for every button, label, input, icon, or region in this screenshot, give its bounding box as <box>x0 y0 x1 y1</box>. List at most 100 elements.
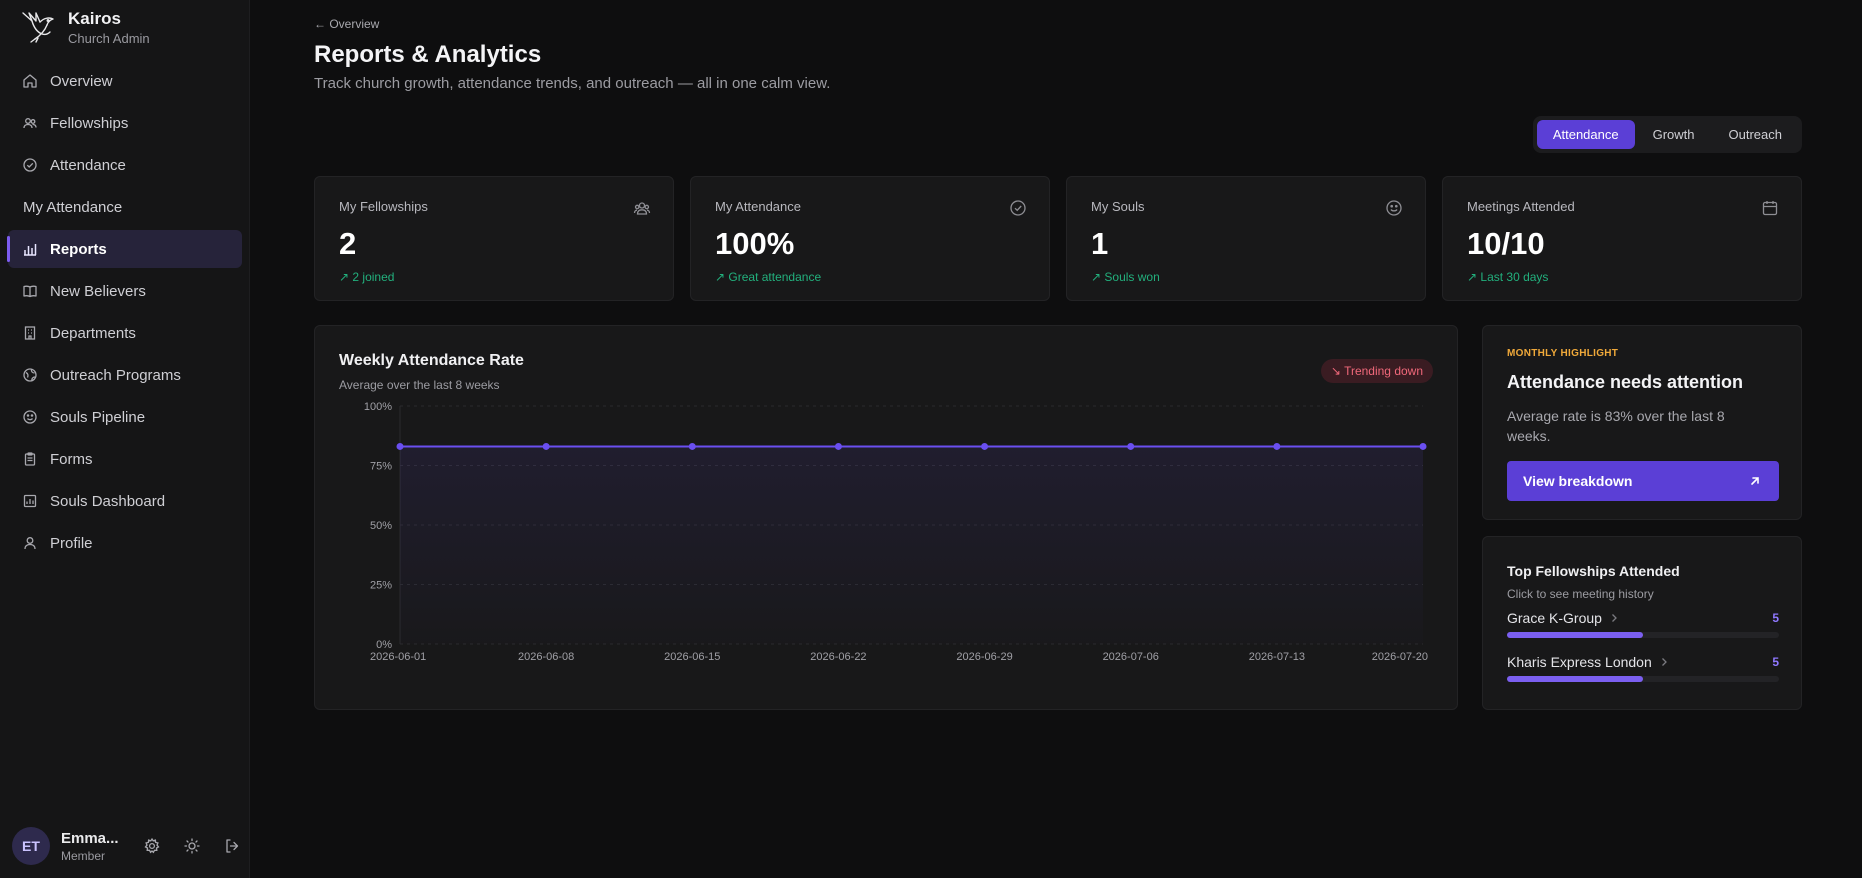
y-tick-label: 0% <box>376 639 392 651</box>
sun-icon[interactable] <box>183 837 201 855</box>
data-point <box>1273 442 1281 450</box>
stat-card-attendance: My Attendance 100% ↗ Great attendance <box>690 176 1050 301</box>
fellowship-name: Grace K-Group <box>1507 610 1602 626</box>
sidebar-item-overview[interactable]: Overview <box>8 62 242 100</box>
sidebar-item-attendance[interactable]: Attendance <box>8 146 242 184</box>
attendance-chart-card: Weekly Attendance Rate Average over the … <box>314 325 1458 710</box>
fellowship-progress-track <box>1507 676 1779 682</box>
sidebar-item-label: Overview <box>50 72 113 90</box>
stat-card-souls: My Souls 1 ↗ Souls won <box>1066 176 1426 301</box>
stat-label: My Fellowships <box>339 199 428 214</box>
sidebar-item-outreach-programs[interactable]: Outreach Programs <box>8 356 242 394</box>
chevron-right-icon <box>1661 658 1667 666</box>
sidebar-item-profile[interactable]: Profile <box>8 524 242 562</box>
tab-outreach[interactable]: Outreach <box>1728 127 1782 142</box>
sidebar-item-label: My Attendance <box>23 198 123 216</box>
tab-growth[interactable]: Growth <box>1652 127 1695 142</box>
avatar[interactable]: ET <box>12 827 50 865</box>
home-icon <box>23 74 37 88</box>
stat-label: My Attendance <box>715 199 801 214</box>
logout-icon[interactable] <box>223 837 241 855</box>
users-icon <box>23 118 37 129</box>
sidebar-item-forms[interactable]: Forms <box>8 440 242 478</box>
stat-note: ↗ 2 joined <box>339 270 395 284</box>
y-tick-label: 75% <box>370 461 392 473</box>
stat-label: Meetings Attended <box>1467 199 1575 214</box>
highlight-text: Average rate is 83% over the last 8 week… <box>1507 408 1725 444</box>
view-breakdown-button[interactable]: View breakdown <box>1507 461 1779 501</box>
data-point <box>396 442 404 450</box>
highlight-title: Attendance needs attention <box>1507 372 1744 392</box>
sidebar: Kairos Church Admin Overview Fellowships… <box>0 0 250 878</box>
data-point <box>981 442 989 450</box>
page-title: Reports & Analytics <box>314 41 542 68</box>
x-tick-label: 2026-06-15 <box>664 651 720 663</box>
data-point <box>834 442 842 450</box>
stat-note: ↗ Souls won <box>1091 270 1160 284</box>
stat-note: ↗ Great attendance <box>715 270 822 284</box>
series-area <box>400 446 1423 644</box>
gear-icon[interactable] <box>143 837 161 855</box>
sidebar-item-fellowships[interactable]: Fellowships <box>8 104 242 142</box>
y-tick-label: 50% <box>370 520 392 532</box>
stat-note: ↗ Last 30 days <box>1467 270 1549 284</box>
stat-card-fellowships: My Fellowships 2 ↗ 2 joined <box>314 176 674 301</box>
clipboard-icon <box>24 452 36 466</box>
dove-logo-icon <box>22 12 54 43</box>
x-tick-label: 2026-06-08 <box>518 651 574 663</box>
data-point <box>542 442 550 450</box>
breadcrumb-back-link[interactable]: ← Overview <box>314 17 380 31</box>
stat-label: My Souls <box>1091 199 1145 214</box>
sidebar-nav: Overview Fellowships Attendance My Atten… <box>7 62 242 566</box>
users-icon <box>633 202 651 215</box>
sidebar-item-label: Departments <box>50 324 136 342</box>
stat-value: 10/10 <box>1467 226 1545 261</box>
fellowship-progress-fill <box>1507 632 1643 638</box>
brand-name: Kairos <box>68 9 121 28</box>
x-tick-label: 2026-07-06 <box>1103 651 1159 663</box>
sidebar-item-souls-pipeline[interactable]: Souls Pipeline <box>8 398 242 436</box>
check-circle-icon <box>1010 200 1026 216</box>
sidebar-item-label: Attendance <box>50 156 126 174</box>
x-tick-label: 2026-06-29 <box>956 651 1012 663</box>
stat-value: 100% <box>715 226 795 261</box>
fellowship-name: Kharis Express London <box>1507 654 1652 670</box>
fellowship-count: 5 <box>1772 611 1779 625</box>
fellowship-progress-fill <box>1507 676 1643 682</box>
sidebar-item-label: Forms <box>50 450 93 468</box>
user-panel: ET Emma... Member <box>12 824 242 868</box>
sidebar-item-label: New Believers <box>50 282 146 300</box>
fellowship-row-kharis-express-london[interactable]: Kharis Express London 5 <box>1507 654 1779 690</box>
sidebar-item-label: Fellowships <box>50 114 129 132</box>
globe-icon <box>23 368 37 382</box>
stat-card-meetings: Meetings Attended 10/10 ↗ Last 30 days <box>1442 176 1802 301</box>
stat-cards: My Fellowships 2 ↗ 2 joined My Attendanc… <box>314 176 1802 301</box>
attendance-area-chart: 0% 25% 50% 75% 100% 2026-06-01 2026-06-08 2026-… <box>364 401 1428 663</box>
stat-value: 1 <box>1091 226 1109 261</box>
fellowship-row-grace-k-group[interactable]: Grace K-Group 5 <box>1507 610 1779 646</box>
sidebar-item-new-believers[interactable]: New Believers <box>8 272 242 310</box>
sidebar-item-souls-dashboard[interactable]: Souls Dashboard <box>8 482 242 520</box>
sidebar-item-label: Profile <box>50 534 93 552</box>
top-fellowships-title: Top Fellowships Attended <box>1507 563 1680 579</box>
tab-attendance[interactable]: Attendance <box>1536 120 1635 149</box>
user-icon <box>24 537 36 550</box>
sidebar-item-departments[interactable]: Departments <box>8 314 242 352</box>
calendar-icon <box>1762 201 1778 216</box>
smile-icon <box>1386 200 1402 216</box>
y-tick-label: 100% <box>364 401 392 413</box>
user-role: Member <box>61 848 106 863</box>
sidebar-item-reports[interactable]: Reports <box>7 230 242 268</box>
brand[interactable]: Kairos Church Admin <box>20 8 150 46</box>
bar-chart-icon <box>24 244 37 256</box>
chevron-right-icon <box>1611 614 1617 622</box>
dashboard-icon <box>23 494 37 508</box>
highlight-kicker: MONTHLY HIGHLIGHT <box>1507 348 1619 359</box>
fellowship-progress-track <box>1507 632 1779 638</box>
y-tick-label: 25% <box>370 580 392 592</box>
x-tick-label: 2026-06-01 <box>370 651 426 663</box>
sidebar-item-my-attendance[interactable]: My Attendance <box>8 188 242 226</box>
x-tick-label: 2026-07-13 <box>1249 651 1305 663</box>
book-icon <box>23 285 37 298</box>
brand-subtitle: Church Admin <box>68 31 150 46</box>
